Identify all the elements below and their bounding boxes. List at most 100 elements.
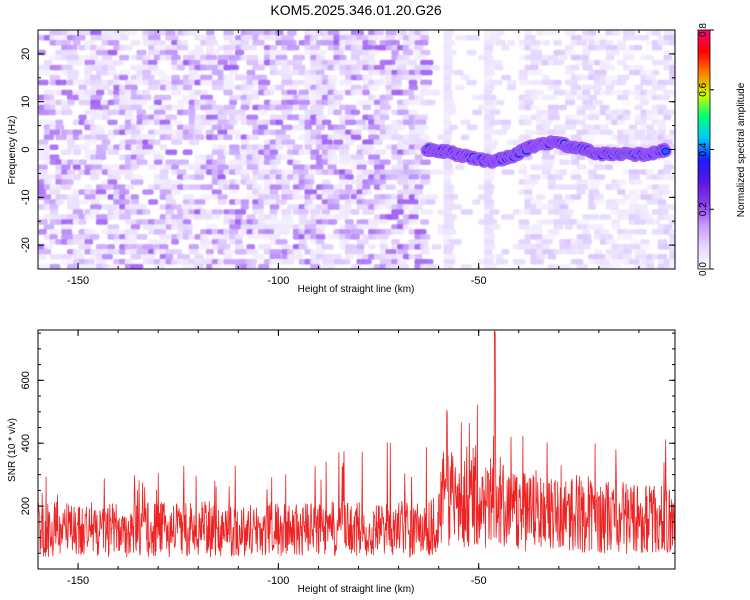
colorbar-tick-label: 0.6 [698,82,709,96]
spectrogram-cell [443,249,453,255]
spectrogram-cell [385,214,399,220]
spectrogram-cell [78,114,87,121]
spectrogram-cell [223,254,232,260]
spectrogram-cell [281,79,294,86]
spectrogram-cell [38,79,49,86]
spectrogram-cell [107,134,116,141]
spectrogram-cell [205,264,214,269]
spectrogram-cell [84,59,96,66]
spectrogram-cell [229,184,240,190]
spectrogram-cell [113,30,121,36]
spectrogram-cell [588,94,597,101]
spectrogram-cell [153,69,166,76]
spectrogram-cell [298,214,308,220]
spectrogram-cell [38,144,49,150]
spectrogram-cell [258,164,266,170]
spectrogram-cell [188,59,202,66]
spectrogram-cell [95,59,108,66]
spectrogram-cell [483,84,495,91]
spectrogram-cell [397,54,410,61]
spectrogram-cell [634,229,647,235]
spectrogram-cell [669,89,675,96]
spectrogram-cell [78,99,87,106]
spectrogram-cell [95,129,105,136]
spectrogram-cell [188,139,200,146]
spectrogram-cell [148,199,159,205]
spectrogram-cell [443,34,453,41]
spectrogram-cell [153,224,164,230]
spectrogram-cell [385,30,397,36]
spectrogram-cell [148,84,159,91]
spectrogram-cell [564,44,574,51]
spectrogram-cell [582,234,592,240]
spectrogram-cell [130,224,141,230]
spectrogram-cell [211,214,221,220]
spectrogram-cell [269,184,283,190]
spectrogram-cell [223,84,234,91]
spectrogram-cell [483,179,492,185]
spectrogram-cell [287,204,300,210]
spectrogram-cell [443,134,452,141]
spectrogram-cell [669,59,675,66]
spectrogram-cell [593,74,602,81]
spectrogram-cell [344,219,354,225]
spectrogram-cell [292,189,301,195]
spectrogram-cell [495,254,504,260]
spectrogram-cell [669,264,675,269]
spectrogram-cell [90,109,102,116]
spectrogram-cell [339,79,352,86]
spectrogram-cell [72,249,83,255]
spectrogram-cell [43,134,54,141]
spectrogram-cell [292,254,304,260]
spectrogram-cell [663,169,672,175]
spectrogram-cell [66,69,80,76]
spectrogram-cell [188,164,201,170]
spectrogram-cell [391,209,404,215]
spectrogram-cell [182,264,196,269]
spectrogram-cell [200,259,214,265]
spectrogram-cell [298,104,308,111]
spectrogram-cell [553,129,566,136]
spectrogram-cell [582,124,595,131]
spectrogram-cell [570,134,582,141]
spectrogram-cell [258,109,269,116]
spectrogram-cell [211,189,222,195]
spectrogram-cell [420,169,432,175]
spectrogram-cell [669,174,675,180]
spectrogram-cell [443,164,454,170]
spectrogram-cell [339,30,349,36]
spectrogram-cell [611,224,622,230]
spectrogram-cell [443,219,455,225]
spectrogram-cell [443,64,453,71]
spectrogram-cell [646,169,655,175]
spectrogram-cell [223,249,236,255]
spectrogram-cell [252,254,265,260]
spectrogram-cell [61,174,72,180]
spectrogram-cell [113,239,126,245]
spectrogram-cell [246,119,258,126]
spectrogram-cell [385,144,394,150]
spectrogram-cell [541,169,552,175]
spectrogram-cell [252,184,262,190]
spectrogram-cell [466,34,480,41]
spectrogram-cell [420,124,429,131]
spectrogram-cell [90,30,102,36]
spectrogram-cell [582,134,596,141]
spectrogram-cell [408,214,419,220]
spectrogram-cell [240,224,253,230]
spectrogram-cell [142,259,150,265]
spectrogram-cell [443,234,452,240]
spectrogram-cell [344,114,356,121]
spectrogram-cell [315,194,324,200]
spectrogram-cell [472,199,481,205]
spectrogram-cell [541,149,551,155]
spectrogram-cell [165,129,179,136]
spectrogram-cell [217,59,229,66]
spectrogram-cell [217,179,228,185]
spectrogram-cell [119,94,132,101]
spectrogram-cell [107,184,116,190]
spectrogram-cell [379,234,390,240]
spectrogram-cell [223,104,236,111]
spectrogram-cell [124,139,137,146]
spectrogram-cell [368,219,381,225]
